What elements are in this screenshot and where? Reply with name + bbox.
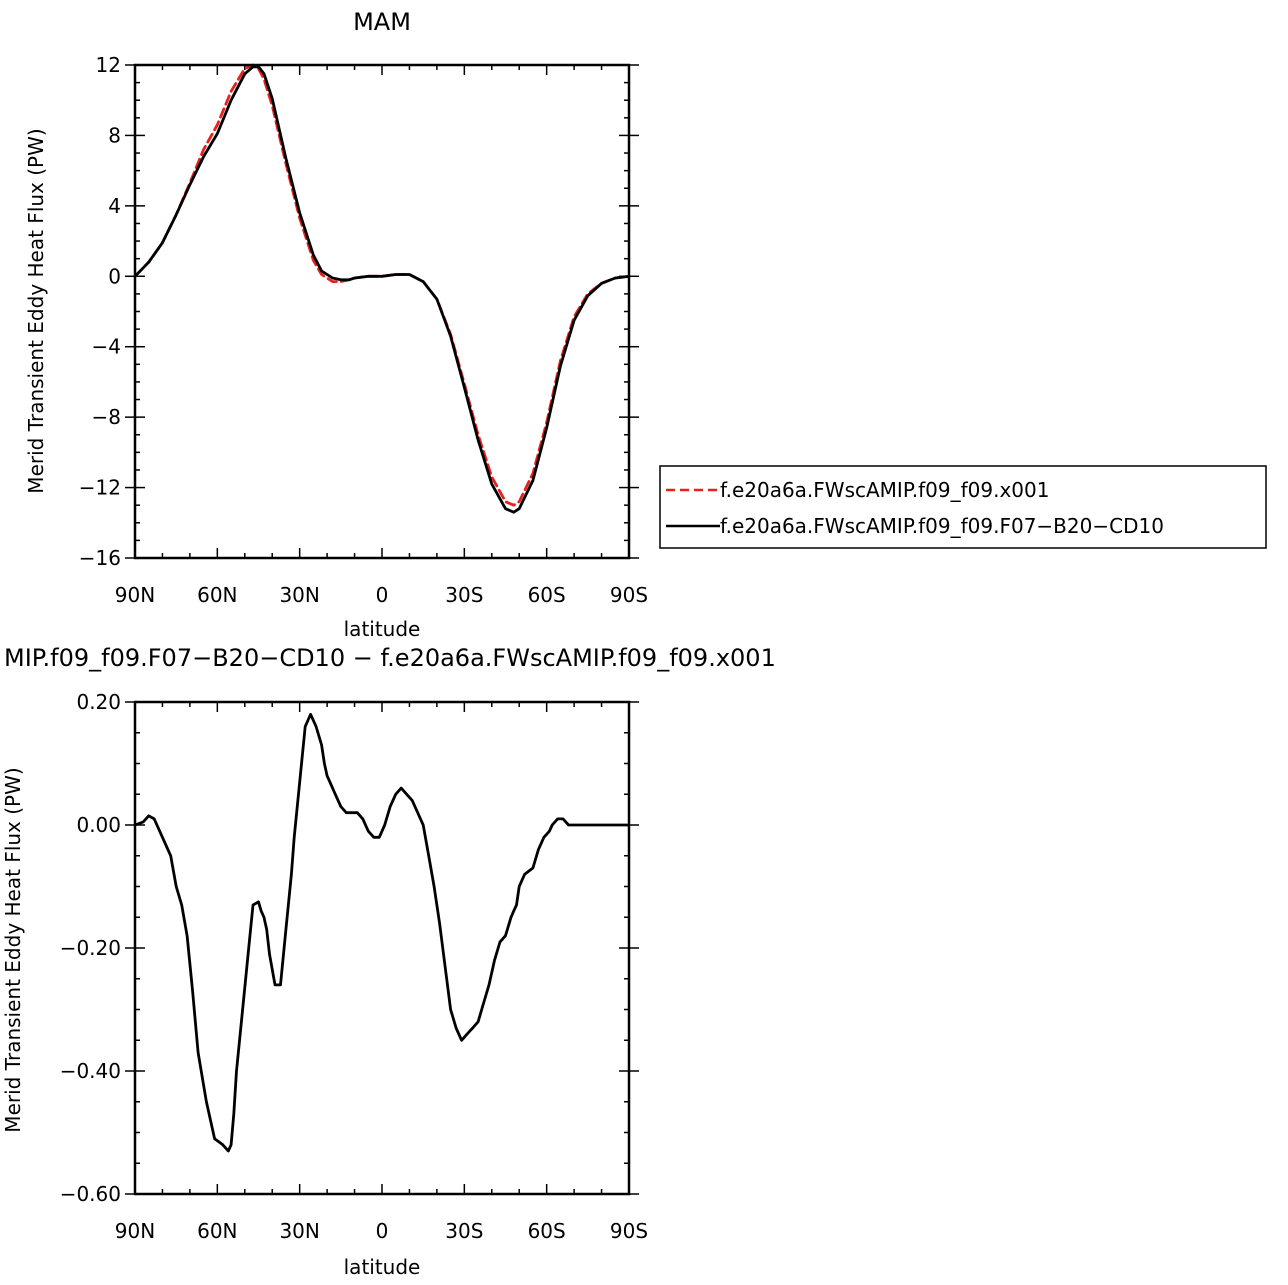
y-tick-label: 12: [96, 53, 121, 77]
bottom-plot-title: MIP.f09_f09.F07−B20−CD10 − f.e20a6a.FWsc…: [4, 644, 776, 672]
bottom-x-axis-title: latitude: [344, 1255, 421, 1279]
top-plot-title: MAM: [353, 8, 411, 36]
bottom-y-tick-labels: 0.20 0.00 −0.20 −0.40 −0.60: [60, 690, 121, 1206]
bottom-y-axis-title: Merid Transient Eddy Heat Flux (PW): [1, 767, 25, 1132]
bottom-panel: MIP.f09_f09.F07−B20−CD10 − f.e20a6a.FWsc…: [1, 644, 776, 1279]
series-line-0: [133, 712, 631, 1153]
bottom-tick-marks: [125, 701, 639, 1195]
y-tick-label: −12: [79, 476, 121, 500]
top-series-lines: [133, 63, 631, 514]
y-tick-label: −0.60: [60, 1182, 121, 1206]
top-y-tick-labels: 12 8 4 0 −4 −8 −12 −16: [79, 53, 121, 570]
legend: f.e20a6a.FWscAMIP.f09_f09.x001 f.e20a6a.…: [659, 465, 1267, 549]
top-x-tick-labels: 90N 60N 30N 0 30S 60S 90S: [115, 583, 648, 607]
y-tick-label: −0.40: [60, 1059, 121, 1083]
y-tick-label: −16: [79, 546, 121, 570]
x-tick-label: 60S: [528, 583, 566, 607]
top-tick-marks: [125, 64, 639, 559]
x-tick-label: 90S: [610, 1219, 648, 1243]
x-tick-label: 0: [376, 583, 389, 607]
x-tick-label: 90N: [115, 583, 155, 607]
y-tick-label: 0: [108, 264, 121, 288]
y-tick-label: −0.20: [60, 936, 121, 960]
x-tick-label: 0: [376, 1219, 389, 1243]
legend-box: [659, 465, 1267, 549]
y-tick-label: −8: [92, 405, 121, 429]
x-tick-label: 30S: [445, 583, 483, 607]
y-tick-label: 8: [108, 123, 121, 147]
y-tick-label: 0.00: [76, 813, 121, 837]
series-line-0: [133, 63, 631, 507]
y-tick-label: 4: [108, 194, 121, 218]
bottom-x-tick-labels: 90N 60N 30N 0 30S 60S 90S: [115, 1219, 648, 1243]
bottom-plot-frame: [133, 700, 631, 1196]
x-tick-label: 60N: [197, 1219, 237, 1243]
x-tick-label: 60S: [528, 1219, 566, 1243]
top-y-axis-title: Merid Transient Eddy Heat Flux (PW): [24, 128, 48, 493]
series-line-1: [133, 65, 631, 514]
legend-label-cd10: f.e20a6a.FWscAMIP.f09_f09.F07−B20−CD10: [720, 514, 1164, 538]
y-tick-label: 0.20: [76, 690, 121, 714]
bottom-series-lines: [133, 712, 631, 1153]
legend-label-x001: f.e20a6a.FWscAMIP.f09_f09.x001: [720, 478, 1049, 502]
x-tick-label: 30N: [279, 1219, 319, 1243]
x-tick-label: 30S: [445, 1219, 483, 1243]
x-tick-label: 90N: [115, 1219, 155, 1243]
top-plot-frame: [133, 63, 631, 560]
y-tick-label: −4: [92, 335, 121, 359]
x-tick-label: 60N: [197, 583, 237, 607]
top-x-axis-title: latitude: [344, 617, 421, 641]
x-tick-label: 30N: [279, 583, 319, 607]
x-tick-label: 90S: [610, 583, 648, 607]
